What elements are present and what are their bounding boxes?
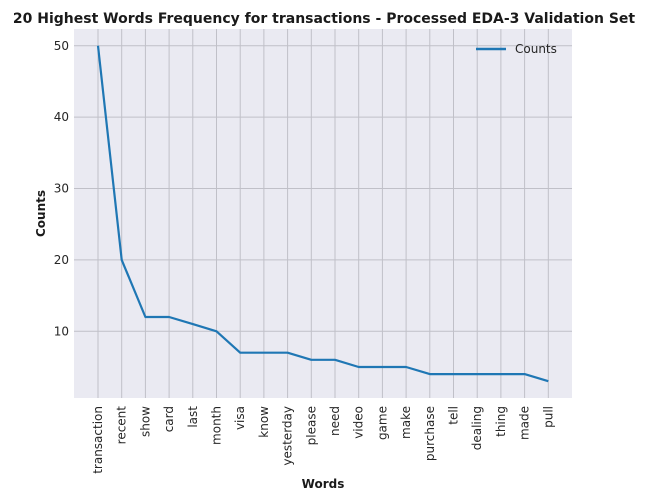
x-tick-label: show [138,406,152,437]
x-tick-label: thing [494,406,508,437]
x-tick-label: transaction [91,406,105,474]
x-tick-label: need [328,406,342,436]
y-tick-label: 30 [54,182,69,196]
x-tick-label: visa [233,406,247,430]
y-axis: 10 20 30 40 50 [54,39,69,338]
legend: Counts [476,42,557,56]
x-tick-label: yesterday [281,406,295,466]
x-tick-label: recent [115,406,129,445]
x-tick-label: card [162,406,176,432]
plot-area [74,29,572,398]
x-tick-label: last [186,406,200,428]
y-tick-label: 10 [54,324,69,338]
series-layer [96,45,549,383]
x-tick-label: please [304,406,318,445]
x-tick-label: game [375,406,389,440]
x-tick-label: made [518,406,532,440]
x-tick-label: know [257,406,271,438]
x-tick-label: month [210,406,224,445]
x-tick-label: pull [541,406,555,428]
chart-title: 20 Highest Words Frequency for transacti… [13,11,636,27]
x-tick-label: video [352,406,366,439]
series-line [96,45,549,383]
x-axis-label: Words [302,477,345,491]
x-tick-label: make [399,406,413,439]
x-tick-label: tell [447,406,461,425]
x-tick-label: dealing [470,406,484,450]
legend-label: Counts [515,42,557,56]
y-tick-label: 40 [54,110,69,124]
y-tick-label: 50 [54,39,69,53]
x-axis: transaction recent show card last month visa kn… [91,406,555,474]
x-tick-label: purchase [423,406,437,461]
y-tick-label: 20 [54,253,69,267]
grid [74,29,572,398]
y-axis-label: Counts [34,190,48,237]
